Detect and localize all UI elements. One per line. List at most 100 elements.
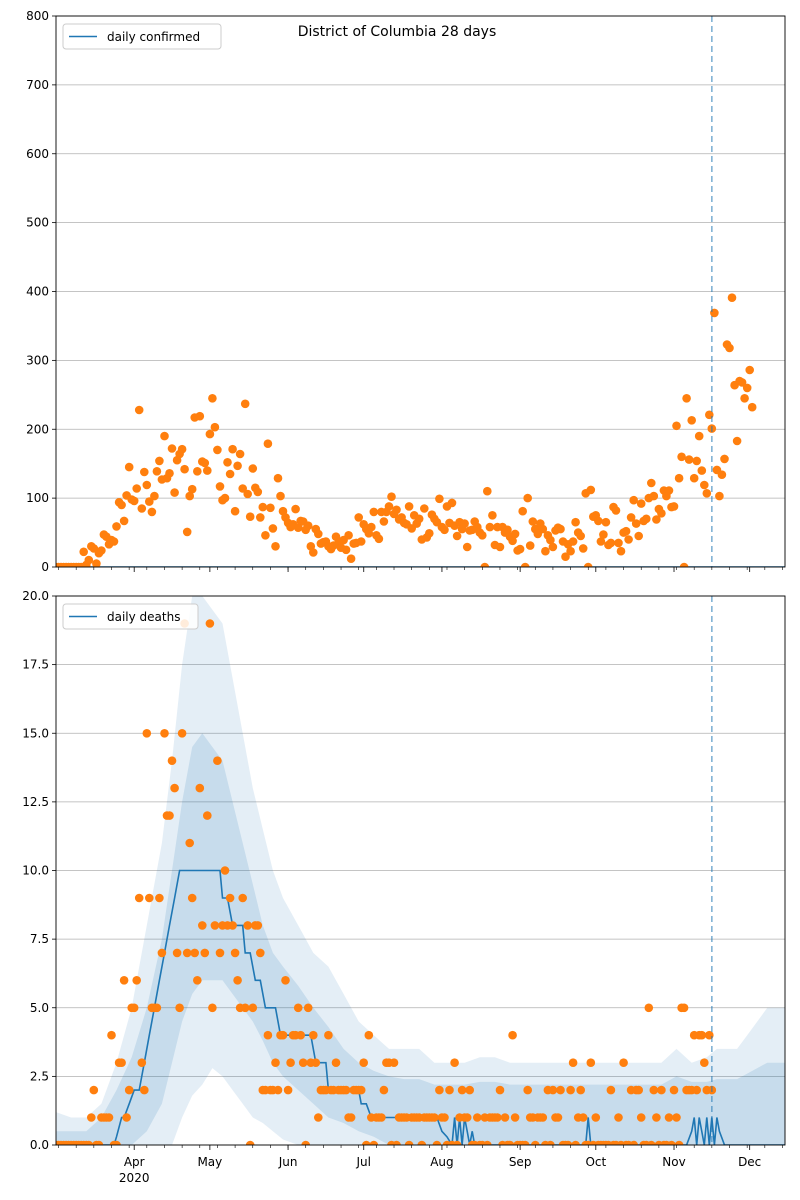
data-point <box>389 1058 399 1067</box>
data-point <box>87 1113 96 1122</box>
data-point <box>747 402 757 412</box>
data-point <box>644 1003 654 1013</box>
data-point <box>445 1085 454 1095</box>
data-point <box>420 504 429 513</box>
data-point <box>84 555 94 565</box>
data-point <box>505 1140 515 1145</box>
data-point <box>220 866 230 875</box>
data-point <box>614 1113 623 1122</box>
data-point <box>129 496 139 506</box>
data-point <box>462 1113 472 1122</box>
data-point <box>447 498 457 508</box>
data-point <box>483 1140 492 1145</box>
data-point <box>578 1113 588 1122</box>
data-point <box>177 444 187 454</box>
data-point <box>346 1113 356 1122</box>
data-point <box>697 1030 707 1040</box>
data-point <box>672 1113 681 1122</box>
data-point <box>667 1140 676 1145</box>
data-point <box>414 514 424 524</box>
data-point <box>692 456 701 466</box>
data-point <box>225 469 235 479</box>
data-point <box>273 473 283 483</box>
data-point <box>193 467 202 476</box>
data-point <box>523 1085 532 1095</box>
data-point <box>591 1113 601 1122</box>
data-point <box>296 1030 306 1040</box>
data-point <box>488 511 497 520</box>
data-point <box>647 1140 656 1145</box>
data-point <box>586 485 596 495</box>
y-tick-label: 800 <box>26 9 49 23</box>
data-point <box>379 517 389 526</box>
data-point <box>700 480 709 490</box>
data-point <box>356 1085 366 1095</box>
data-point <box>452 1140 462 1145</box>
data-point <box>732 436 742 446</box>
data-point <box>303 1003 313 1013</box>
data-point <box>157 948 167 958</box>
data-point <box>510 1113 520 1122</box>
data-point <box>314 1113 323 1122</box>
data-point <box>583 562 593 567</box>
data-point <box>367 522 376 532</box>
data-point <box>203 466 212 475</box>
data-point <box>649 1085 659 1095</box>
data-point <box>596 537 606 546</box>
data-point <box>392 505 401 515</box>
data-point <box>647 478 656 488</box>
data-point <box>187 893 197 903</box>
data-point <box>167 756 177 765</box>
data-point <box>649 491 659 501</box>
data-point <box>271 1058 280 1067</box>
data-point <box>314 529 323 539</box>
data-point <box>652 515 661 524</box>
data-point <box>379 1085 389 1095</box>
data-point <box>200 948 210 958</box>
legend-label: daily deaths <box>107 610 180 624</box>
data-point <box>742 383 752 393</box>
data-point <box>629 495 638 505</box>
data-point <box>210 422 220 432</box>
data-point <box>717 470 727 480</box>
data-point <box>129 1003 139 1013</box>
data-point <box>291 504 300 514</box>
data-point <box>374 534 384 544</box>
data-point <box>134 893 144 903</box>
data-point <box>255 513 265 522</box>
data-point <box>225 893 235 903</box>
y-tick-label: 17.5 <box>22 658 49 672</box>
data-point <box>107 1030 116 1040</box>
data-point <box>273 1085 283 1095</box>
data-point <box>586 1058 596 1067</box>
data-point <box>674 1140 684 1145</box>
data-point <box>384 502 394 511</box>
data-point <box>150 491 159 501</box>
data-point <box>233 976 242 985</box>
data-point <box>672 421 681 431</box>
data-point <box>213 445 222 455</box>
data-point <box>185 491 194 501</box>
data-point <box>740 394 749 403</box>
data-point <box>309 548 318 557</box>
data-point <box>203 811 212 820</box>
data-point <box>341 1085 351 1095</box>
data-point <box>152 467 162 476</box>
data-point <box>165 811 174 820</box>
data-point <box>546 535 555 545</box>
data-point <box>483 486 492 496</box>
data-point <box>228 921 237 930</box>
data-point <box>356 537 366 546</box>
data-point <box>503 525 512 535</box>
data-point <box>170 488 179 497</box>
data-point <box>248 1003 258 1013</box>
data-point <box>235 449 245 459</box>
data-point <box>238 484 247 493</box>
data-point <box>520 1140 530 1145</box>
data-point <box>679 1003 689 1013</box>
x-tick-label: Oct <box>585 1155 606 1169</box>
data-point <box>621 526 631 536</box>
data-point <box>510 529 520 539</box>
data-point <box>404 1140 414 1145</box>
data-point <box>84 1140 94 1145</box>
